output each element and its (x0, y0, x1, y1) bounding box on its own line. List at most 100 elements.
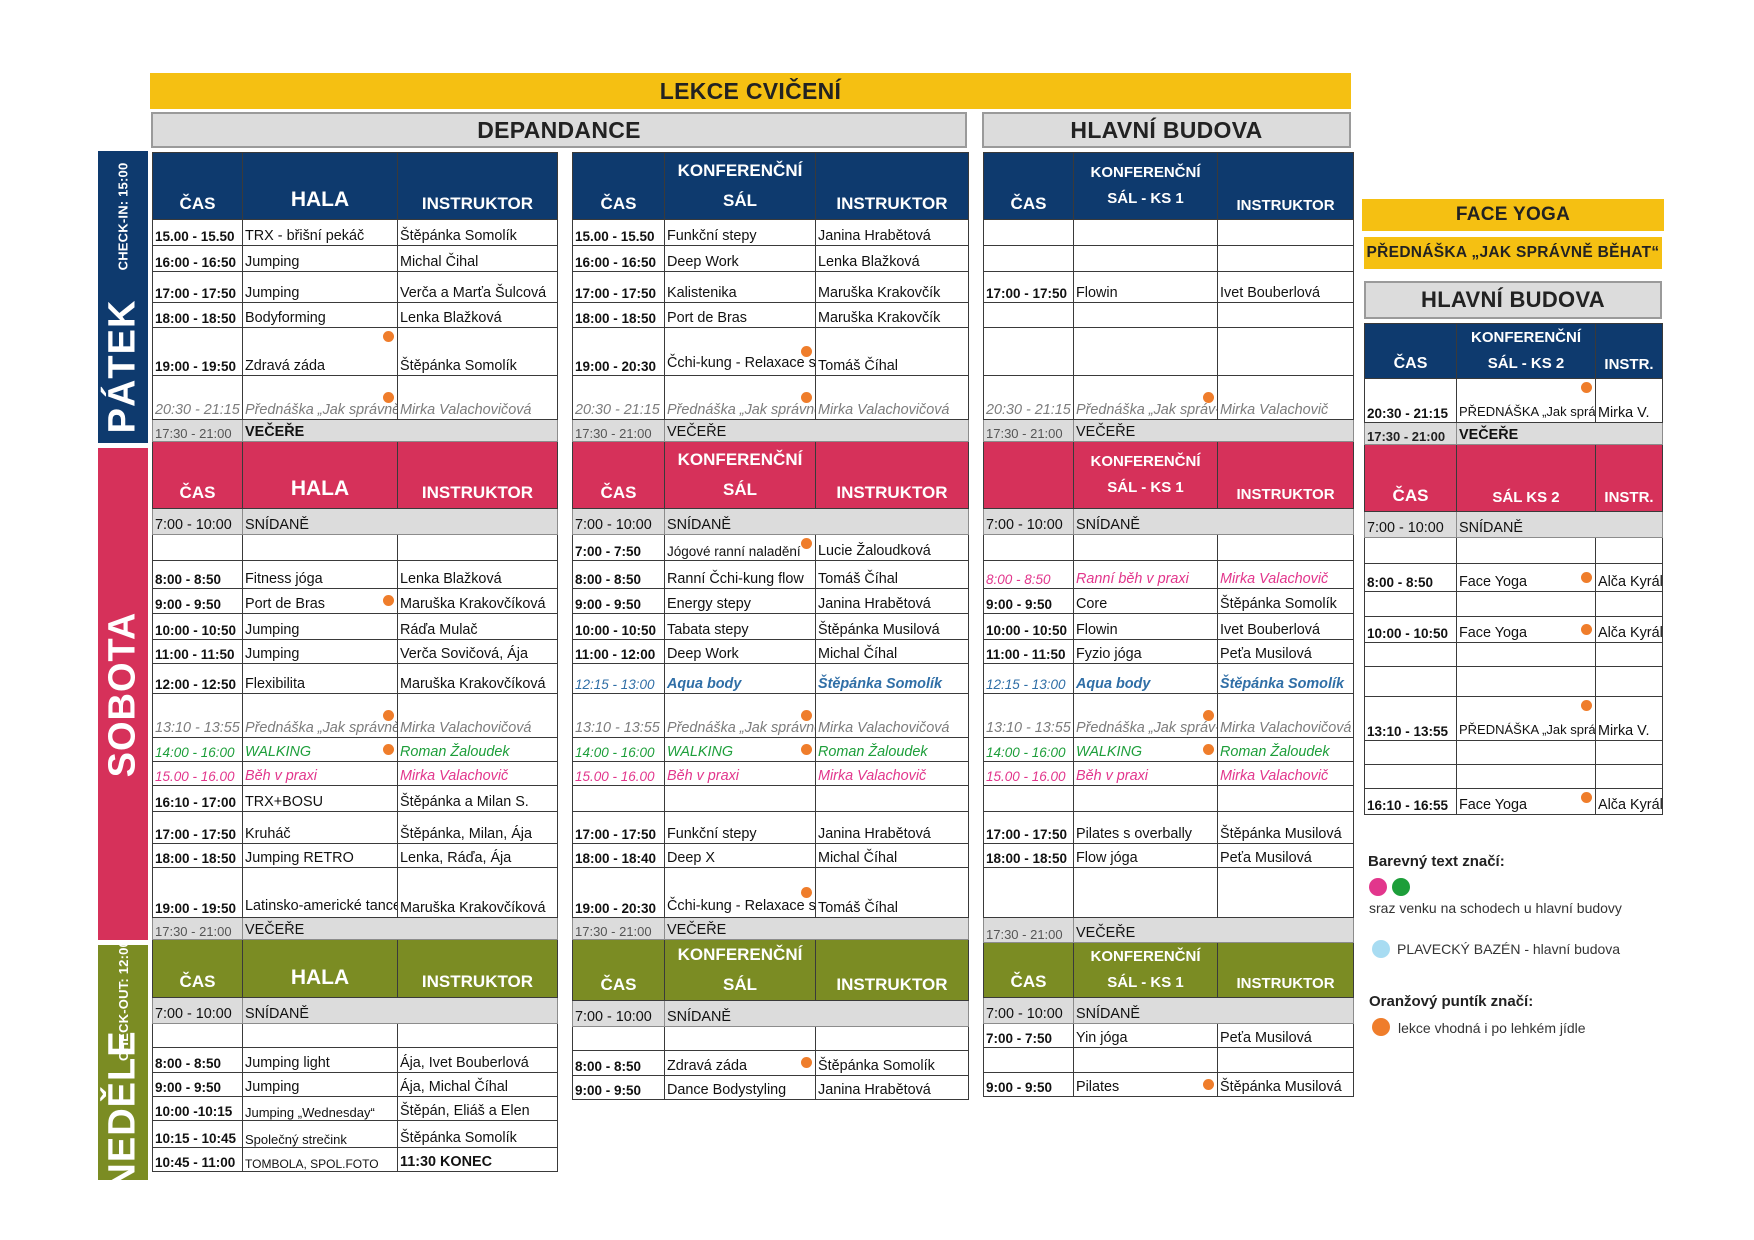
table-row: 18:00 - 18:50 Bodyforming Lenka Blažková (152, 302, 558, 328)
cell-time: 11:00 - 11:50 (983, 639, 1074, 664)
cell-time: 9:00 - 9:50 (572, 1074, 665, 1100)
table-dependance-hala: ČAS HALA INSTRUKTOR 15.00 - 15.50 TRX - b… (152, 152, 558, 1172)
cell-instructor: Janina Hrabětová (815, 219, 969, 246)
table-row (572, 1025, 969, 1051)
cell-instructor: Mirka Valachovičová (815, 375, 969, 420)
cell-time: 9:00 - 9:50 (983, 1072, 1074, 1097)
cell-lesson: Čchi-kung - Relaxace s tibetskými mísy (664, 327, 816, 376)
cell-instructor: Maruška Krakovčíková (397, 867, 558, 918)
cell-lesson: Jumping (242, 613, 398, 640)
cell-instructor: Peťa Musilová (1217, 639, 1354, 664)
cell-time: 10:15 - 10:45 (152, 1120, 243, 1148)
table-row (1364, 666, 1663, 697)
col-konf-ks1: KONFERENČNÍ SÁL - KS 1 (1073, 152, 1218, 220)
cell-instructor: Mirka Valachovič (1217, 560, 1354, 589)
cell-lesson: Jumping (242, 245, 398, 272)
meal-time: 7:00 - 10:00 (572, 508, 665, 535)
meal-label: VEČEŘE (242, 419, 558, 442)
meal-time: 7:00 - 10:00 (1364, 511, 1457, 538)
cell-instructor: Roman Žaloudek (815, 737, 969, 762)
meal-label: SNÍDANĚ (664, 999, 969, 1027)
cell-instructor: Janina Hrabětová (815, 588, 969, 614)
meal-row: 7:00 - 10:00 SNÍDANĚ (572, 999, 969, 1027)
meal-label: VEČEŘE (1073, 917, 1354, 943)
cell-lesson: Běh v praxi (1073, 761, 1218, 786)
col-empty (983, 441, 1074, 509)
table-row: 9:00 - 9:50 Port de Bras Maruška Krakovčík… (152, 588, 558, 614)
cell-instructor: Roman Žaloudek (397, 737, 558, 762)
cell-lesson: Běh v praxi (242, 761, 398, 786)
table-row (572, 785, 969, 812)
cell-instructor: Ája, Michal Číhal (397, 1072, 558, 1097)
col-hala: HALA (242, 939, 398, 998)
cell-lesson: Fitness jóga (242, 560, 398, 589)
cell-instructor: Štěpánka Somolík (397, 219, 558, 246)
cell-lesson: Latinsko-americké tance (242, 867, 398, 918)
checkin-label: CHECK-IN: 15:00 (115, 162, 131, 270)
cell-lesson: Face Yoga (1456, 788, 1596, 815)
col-cas: ČAS (152, 939, 243, 998)
col-cas: ČAS (572, 441, 665, 509)
meal-time: 17:30 - 21:00 (983, 419, 1074, 442)
table-row: 14:00 - 16:00 WALKING Roman Žaloudek (572, 737, 969, 762)
cell-lesson: Port de Bras (664, 302, 816, 328)
table-row: 16:10 - 16:55 Face Yoga Alča Kyrál (1364, 788, 1663, 815)
cell-lesson: Face Yoga (1456, 616, 1596, 643)
cell-time: 18:00 - 18:50 (152, 843, 243, 868)
cell-lesson: WALKING (664, 737, 816, 762)
col-cas: ČAS (983, 942, 1074, 998)
table-row: 10:00 -10:15 Jumping „Wednesday“ Štěpán, E… (152, 1096, 558, 1121)
cell-lesson: Jumping (242, 639, 398, 664)
cell-instructor: Michal Čihal (397, 245, 558, 272)
cell-time: 7:00 - 7:50 (572, 534, 665, 561)
table-row (983, 219, 1354, 246)
cell-time: 20:30 - 21:15 (152, 375, 243, 420)
cell-instructor: Peťa Musilová (1217, 1023, 1354, 1048)
cell-instructor: Štěpánka Somolík (815, 663, 969, 694)
table-row: 9:00 - 9:50 Energy stepy Janina Hrabětová (572, 588, 969, 614)
cell-instructor: Ráďa Mulač (397, 613, 558, 640)
cell-time: 8:00 - 8:50 (152, 560, 243, 589)
cell-lesson: Jumping light (242, 1047, 398, 1073)
cell-lesson: Deep Work (664, 245, 816, 272)
table-row: 12:15 - 13:00 Aqua body Štěpánka Somolík (983, 663, 1354, 694)
cell-time: 10:00 - 10:50 (1364, 616, 1457, 643)
cell-instructor: Maruška Krakovčík (815, 271, 969, 303)
table-row: 11:00 - 11:50 Fyzio jóga Peťa Musilová (983, 639, 1354, 664)
legend-orange-dot (1372, 1018, 1390, 1036)
cell-instructor: Tomáš Číhal (815, 867, 969, 918)
cell-lesson: Jógové ranní naladění (664, 534, 816, 561)
table-row: 10:00 - 10:50 Flowin Ivet Bouberlová (983, 613, 1354, 640)
table-row: 10:00 - 10:50 Tabata stepy Štěpánka Musilo… (572, 613, 969, 640)
cell-time: 10:00 - 10:50 (983, 613, 1074, 640)
col-sal-ks2: SÁL KS 2 (1456, 444, 1596, 512)
cell-time: 9:00 - 9:50 (152, 588, 243, 614)
cell-lesson: Čchi-kung - Relaxace s tibetskými mísy (664, 867, 816, 918)
legend-meet-text: sraz venku na schodech u hlavní budovy (1369, 900, 1622, 916)
legend-color-title: Barevný text značí: (1368, 853, 1505, 870)
meal-label: SNÍDANĚ (1073, 997, 1354, 1024)
cell-time: 13:10 - 13:55 (152, 693, 243, 738)
cell-instructor: 11:30 KONEC (397, 1147, 558, 1172)
meal-time: 7:00 - 10:00 (152, 997, 243, 1024)
meal-row: 17:30 - 21:00 VEČEŘE (1364, 422, 1663, 445)
table-row (152, 534, 558, 561)
col-instruktor: INSTRUKTOR (1217, 152, 1354, 220)
table-row (1364, 764, 1663, 789)
meal-label: SNÍDANĚ (242, 508, 558, 535)
table-row: 15.00 - 16.00 Běh v praxi Mirka Valachovič (152, 761, 558, 786)
cell-lesson: Funkční stepy (664, 219, 816, 246)
cell-instructor: Štěpánka, Milan, Ája (397, 811, 558, 844)
table-row: 10:00 - 10:50 Jumping Ráďa Mulač (152, 613, 558, 640)
cell-time: 13:10 - 13:55 (572, 693, 665, 738)
meal-label: SNÍDANĚ (1456, 511, 1663, 538)
cell-lesson: Tabata stepy (664, 613, 816, 640)
table-row: 9:00 - 9:50 Core Štěpánka Somolík (983, 588, 1354, 614)
table-row: 15.00 - 16.00 Běh v praxi Mirka Valachovič (983, 761, 1354, 786)
cell-lesson: Přednáška „Jak správ- ně běhat“ SÁL KS 2 (1073, 375, 1218, 420)
col-cas: ČAS (572, 152, 665, 220)
table-row (1364, 740, 1663, 765)
meal-row: 7:00 - 10:00 SNÍDANĚ (983, 508, 1354, 535)
cell-time: 19:00 - 20:30 (572, 867, 665, 918)
